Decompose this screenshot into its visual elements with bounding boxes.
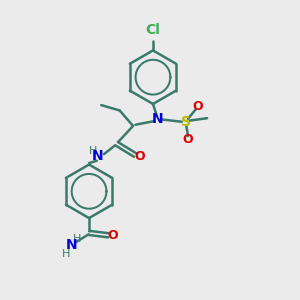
Text: H: H bbox=[73, 235, 81, 244]
Text: O: O bbox=[107, 229, 118, 242]
Text: O: O bbox=[183, 133, 194, 146]
Text: H: H bbox=[89, 146, 97, 156]
Text: O: O bbox=[193, 100, 203, 113]
Text: N: N bbox=[152, 112, 163, 126]
Text: S: S bbox=[181, 115, 191, 129]
Text: N: N bbox=[66, 238, 78, 252]
Text: N: N bbox=[92, 148, 104, 163]
Text: Cl: Cl bbox=[146, 23, 160, 37]
Text: H: H bbox=[62, 249, 71, 259]
Text: O: O bbox=[134, 150, 145, 163]
